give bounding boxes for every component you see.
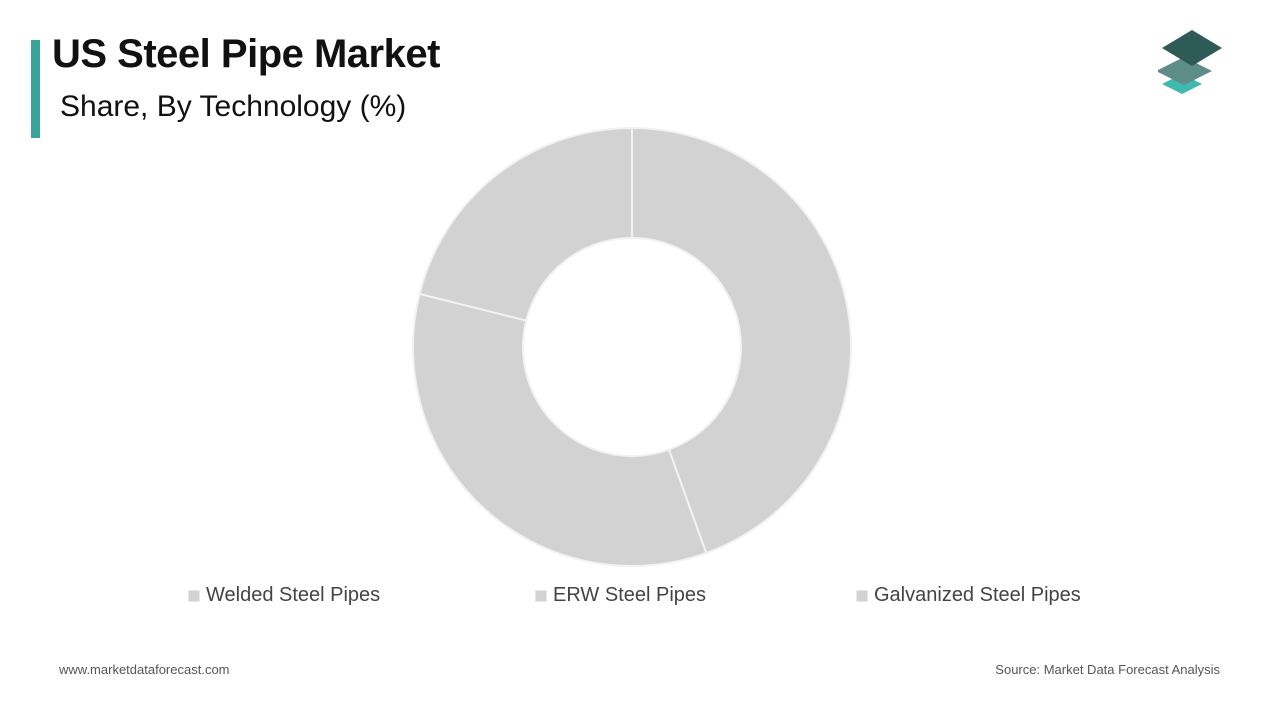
legend-label: ERW Steel Pipes — [553, 584, 707, 606]
legend-item: Welded Steel Pipes — [188, 584, 380, 607]
legend-swatch — [856, 589, 868, 602]
logo-layer-top — [1162, 30, 1222, 66]
legend-swatch — [535, 589, 547, 602]
legend-label: Welded Steel Pipes — [206, 584, 381, 606]
donut-slice-welded-steel-pipes — [631, 126, 852, 555]
legend-item: Galvanized Steel Pipes — [856, 584, 1081, 607]
stacked-layers-logo-icon — [1158, 30, 1222, 94]
chart-title: US Steel Pipe Market — [52, 32, 440, 76]
website-footer: www.marketdataforecast.com — [59, 662, 230, 677]
title-accent-bar — [31, 40, 40, 138]
chart-legend: Welded Steel Pipes ERW Steel Pipes Galvani… — [0, 584, 1280, 614]
chart-subtitle: Share, By Technology (%) — [60, 90, 407, 123]
legend-item: ERW Steel Pipes — [535, 584, 706, 607]
logo-layer-middle — [1158, 57, 1212, 85]
donut-slice-galvanized-steel-pipes — [418, 126, 633, 322]
source-footer: Source: Market Data Forecast Analysis — [995, 662, 1220, 677]
legend-swatch — [188, 589, 200, 602]
legend-label: Galvanized Steel Pipes — [874, 584, 1081, 606]
donut-slice-erw-steel-pipes — [412, 292, 708, 567]
